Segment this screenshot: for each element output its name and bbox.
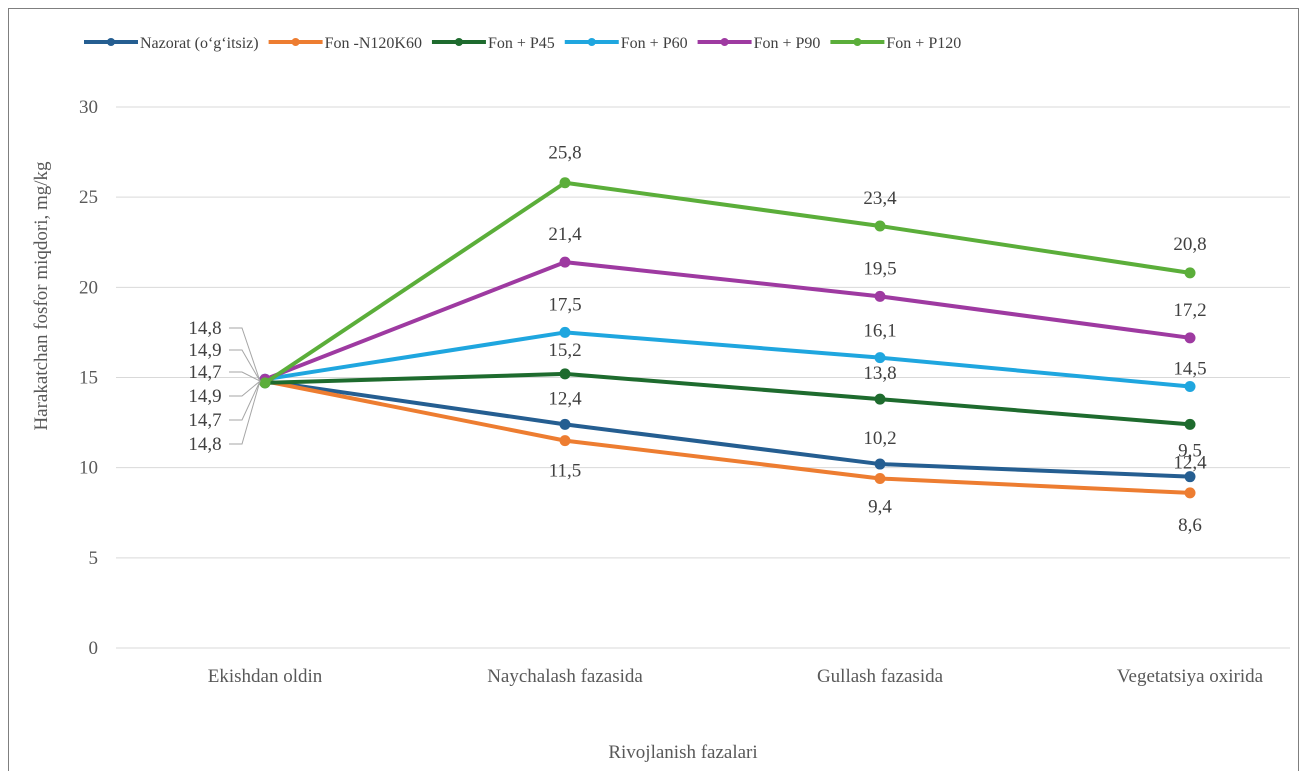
leader-line-3: [229, 371, 261, 382]
data-point-6-2: [559, 177, 571, 189]
x-tick-label-4: Vegetatsiya oxirida: [1117, 666, 1264, 687]
legend-item-2: Fon -N120K60: [268, 35, 422, 52]
leader-line-6: [229, 380, 261, 445]
data-point-2-2: [559, 435, 571, 447]
legend-item-3: Fon + P45: [431, 35, 555, 52]
y-tick-label-25: 25: [79, 187, 98, 208]
data-point-5-3: [874, 290, 886, 302]
data-point-6-1: [259, 377, 271, 389]
legend-label-5: Fon + P90: [754, 35, 821, 52]
y-axis-ticks: 0 5 10 15 20 25 30: [79, 97, 98, 659]
data-point-3-4: [1184, 418, 1196, 430]
data-point-1-4: [1184, 471, 1196, 483]
first-point-label-4: 14,9: [188, 386, 221, 407]
data-point-2-4: [1184, 487, 1196, 499]
data-label-4-2: 17,5: [548, 294, 581, 315]
legend-item-4: Fon + P60: [564, 35, 688, 52]
legend-swatch-marker-5: [720, 38, 729, 46]
data-label-5-4: 17,2: [1173, 300, 1206, 321]
data-label-6-4: 20,8: [1173, 234, 1206, 255]
data-label-3-2: 15,2: [548, 340, 581, 361]
series-line-3: [264, 371, 1191, 427]
series-line-2: [264, 379, 1191, 495]
y-axis-title: Harakatchan fosfor miqdori, mg/kg: [31, 161, 52, 431]
series-line-4: [264, 330, 1191, 389]
y-tick-label-20: 20: [79, 277, 98, 298]
leader-line-2: [229, 349, 261, 382]
data-label-6-3: 23,4: [863, 188, 897, 209]
gridlines: [116, 106, 1290, 649]
first-point-label-5: 14,7: [188, 410, 221, 431]
legend: Nazorat (o‘g‘itsiz) Fon -N120K60 Fon + P45…: [84, 35, 961, 52]
data-label-4-3: 16,1: [863, 321, 896, 342]
series-lines: [259, 177, 1196, 499]
leader-line-5: [229, 380, 261, 421]
first-point-label-2: 14,9: [188, 340, 221, 361]
x-tick-label-2: Naychalash fazasida: [487, 666, 643, 687]
first-point-label-6: 14,8: [188, 434, 221, 455]
data-point-6-3: [874, 220, 886, 232]
legend-swatch-marker-6: [853, 38, 862, 46]
data-label-6-2: 25,8: [548, 143, 581, 164]
x-tick-label-3: Gullash fazasida: [817, 666, 944, 687]
data-point-6-4: [1184, 267, 1196, 279]
data-point-4-3: [874, 352, 886, 364]
leader-line-4: [229, 380, 261, 397]
data-point-5-2: [559, 256, 571, 268]
legend-item-5: Fon + P90: [697, 35, 821, 52]
data-point-2-3: [874, 472, 886, 484]
data-label-1-3: 10,2: [863, 428, 896, 449]
series-6: [259, 177, 1196, 389]
legend-label-6: Fon + P120: [886, 35, 961, 52]
legend-item-6: Fon + P120: [830, 35, 961, 52]
legend-label-3: Fon + P45: [488, 35, 555, 52]
data-label-2-2: 11,5: [549, 461, 582, 482]
data-label-2-4: 8,6: [1178, 515, 1202, 536]
y-tick-label-15: 15: [79, 368, 98, 389]
first-point-label-3: 14,7: [188, 362, 221, 383]
series-3: [259, 368, 1196, 430]
x-axis-title: Rivojlanish fazalari: [608, 742, 757, 763]
data-labels: 12,4 10,2 9,5 11,5 9,4 8,6 15,2 13,8 12,4 17,5 16,…: [188, 143, 1207, 536]
legend-label-4: Fon + P60: [621, 35, 688, 52]
y-tick-label-0: 0: [89, 638, 99, 659]
x-axis-ticks: Ekishdan oldin Naychalash fazasida Gullash…: [208, 666, 1264, 687]
y-tick-label-5: 5: [89, 548, 99, 569]
legend-swatch-marker-3: [454, 38, 463, 46]
series-line-1: [264, 379, 1191, 479]
data-label-4-4: 14,5: [1173, 359, 1206, 380]
data-point-5-4: [1184, 332, 1196, 344]
data-point-1-3: [874, 458, 886, 470]
data-point-1-2: [559, 418, 571, 430]
legend-label-1: Nazorat (o‘g‘itsiz): [140, 35, 259, 52]
data-point-4-2: [559, 326, 571, 338]
leader-line-1: [229, 327, 261, 382]
data-point-4-4: [1184, 381, 1196, 393]
data-label-3-4: 12,4: [1173, 452, 1207, 473]
legend-label-2: Fon -N120K60: [325, 35, 422, 52]
data-point-3-3: [874, 393, 886, 405]
y-tick-label-10: 10: [79, 458, 98, 479]
x-tick-label-1: Ekishdan oldin: [208, 666, 323, 687]
legend-swatch-marker-2: [291, 38, 300, 46]
data-label-1-4: 9,5: [1178, 441, 1202, 462]
data-label-5-3: 19,5: [863, 258, 896, 279]
data-label-1-2: 12,4: [548, 388, 582, 409]
legend-swatch-marker-1: [107, 38, 115, 46]
series-line-5: [264, 260, 1191, 382]
data-label-3-3: 13,8: [863, 363, 896, 384]
y-tick-label-30: 30: [79, 97, 98, 118]
legend-item-1: Nazorat (o‘g‘itsiz): [84, 35, 259, 52]
first-point-label-1: 14,8: [188, 318, 221, 339]
legend-swatch-marker-4: [587, 38, 596, 46]
data-label-5-2: 21,4: [548, 224, 582, 245]
series-line-6: [263, 180, 1191, 385]
chart-frame: [8, 8, 1299, 771]
data-point-3-2: [559, 368, 571, 380]
data-label-2-3: 9,4: [868, 496, 892, 517]
